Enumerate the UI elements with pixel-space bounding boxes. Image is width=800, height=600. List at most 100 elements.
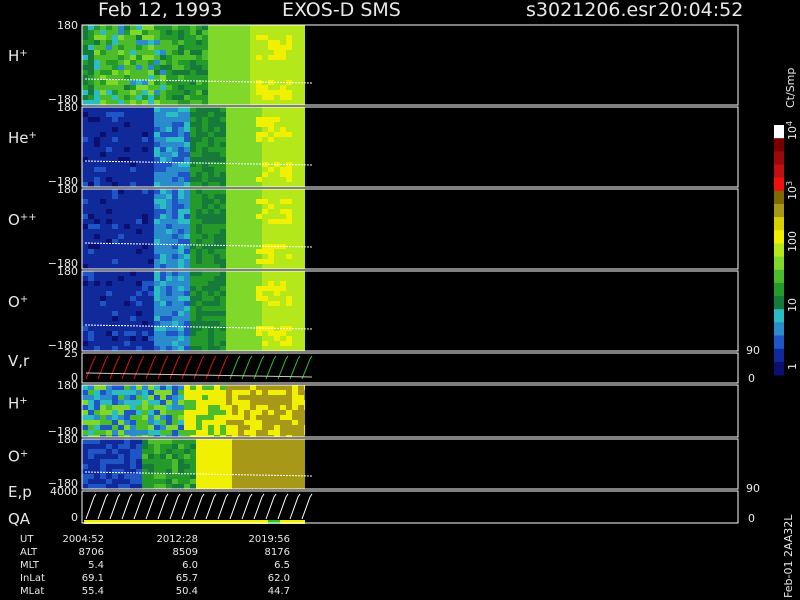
spectrogram-cell bbox=[226, 147, 232, 152]
spectrogram-cell bbox=[142, 45, 148, 50]
spectrogram-cell bbox=[262, 100, 268, 105]
spectrogram-cell bbox=[112, 444, 118, 449]
spectrogram-cell bbox=[298, 194, 304, 199]
spectrogram-cell bbox=[94, 425, 100, 430]
spectrogram-cell bbox=[166, 142, 172, 147]
spectrogram-cell bbox=[190, 469, 196, 474]
spectrogram-cell bbox=[202, 137, 208, 142]
spectrogram-cell bbox=[100, 331, 106, 336]
spectrogram-cell bbox=[142, 264, 148, 269]
spectrogram-cell bbox=[130, 80, 136, 85]
spectrogram-cell bbox=[280, 410, 286, 415]
spectrogram-cell bbox=[274, 112, 280, 117]
spectrogram-cell bbox=[262, 259, 268, 264]
spectrogram-cell bbox=[196, 296, 202, 301]
spectrogram-cell bbox=[94, 90, 100, 95]
spectrogram-cell bbox=[100, 50, 106, 55]
spectrogram-cell bbox=[136, 439, 142, 444]
spectrogram-cell bbox=[136, 454, 142, 459]
spectrogram-cell bbox=[220, 264, 226, 269]
spectrogram-cell bbox=[106, 400, 112, 405]
spectrogram-cell bbox=[94, 346, 100, 351]
spectrogram-cell bbox=[106, 321, 112, 326]
spectrogram-cell bbox=[148, 276, 154, 281]
spectrogram-cell bbox=[304, 430, 305, 435]
spectrogram-cell bbox=[82, 276, 88, 281]
spectrogram-cell bbox=[232, 336, 238, 341]
spectrogram-cell bbox=[214, 321, 220, 326]
spectrogram-cell bbox=[262, 331, 268, 336]
spectrogram-cell bbox=[280, 204, 286, 209]
spectrogram-cell bbox=[292, 271, 298, 276]
spectrogram-cell bbox=[100, 439, 106, 444]
spectrogram-cell bbox=[256, 219, 262, 224]
spectrogram-cell bbox=[160, 90, 166, 95]
spectrogram-cell bbox=[232, 395, 238, 400]
spectrogram-cell bbox=[244, 449, 250, 454]
spectrogram-cell bbox=[172, 341, 178, 346]
spectrogram-cell bbox=[178, 194, 184, 199]
spectrogram-cell bbox=[298, 172, 304, 177]
spectrogram-cell bbox=[274, 249, 280, 254]
spectrogram-cell bbox=[142, 122, 148, 127]
spectrogram-cell bbox=[286, 469, 292, 474]
spectrogram-cell bbox=[118, 316, 124, 321]
spectrogram-cell bbox=[256, 189, 262, 194]
spectrogram-cell bbox=[100, 35, 106, 40]
spectrogram-cell bbox=[232, 60, 238, 65]
spectrogram-cell bbox=[292, 390, 298, 395]
spectrogram-cell bbox=[178, 449, 184, 454]
spectrogram-cell bbox=[196, 254, 202, 259]
spectrogram-cell bbox=[94, 291, 100, 296]
spectrogram-cell bbox=[262, 70, 268, 75]
spectrogram-cell bbox=[280, 459, 286, 464]
spectrogram-cell bbox=[226, 306, 232, 311]
spectrogram-cell bbox=[106, 259, 112, 264]
spectrogram-cell bbox=[244, 286, 250, 291]
spectrogram-cell bbox=[256, 172, 262, 177]
spectrogram-cell bbox=[136, 336, 142, 341]
spectrogram-cell bbox=[202, 444, 208, 449]
spectrogram-cell bbox=[118, 276, 124, 281]
spectrogram-cell bbox=[100, 137, 106, 142]
spectrogram-cell bbox=[118, 204, 124, 209]
spectrogram-cell bbox=[172, 157, 178, 162]
spectrogram-cell bbox=[214, 244, 220, 249]
spectrogram-cell bbox=[226, 75, 232, 80]
spectrogram-cell bbox=[214, 40, 220, 45]
spectrogram-cell bbox=[112, 209, 118, 214]
spectrogram-cell bbox=[94, 75, 100, 80]
spectrogram-cell bbox=[214, 264, 220, 269]
spectrogram-cell bbox=[250, 132, 256, 137]
spectrogram-cell bbox=[280, 276, 286, 281]
spectrogram-cell bbox=[100, 474, 106, 479]
spectrogram-cell bbox=[286, 484, 292, 489]
spectrogram-cell bbox=[250, 142, 256, 147]
spectrogram-cell bbox=[94, 326, 100, 331]
spectrogram-cell bbox=[256, 167, 262, 172]
spectrogram-cell bbox=[142, 167, 148, 172]
spectrogram-cell bbox=[262, 95, 268, 100]
spectrogram-cell bbox=[124, 45, 130, 50]
spectrogram-cell bbox=[250, 306, 256, 311]
spectrogram-cell bbox=[88, 112, 94, 117]
spectrogram-cell bbox=[82, 194, 88, 199]
spectrogram-cell bbox=[202, 306, 208, 311]
spectrogram-cell bbox=[262, 137, 268, 142]
spectrogram-cell bbox=[190, 454, 196, 459]
spectrogram-cell bbox=[274, 234, 280, 239]
spectrogram-cell bbox=[244, 306, 250, 311]
spectrogram-cell bbox=[238, 172, 244, 177]
spectrogram-cell bbox=[208, 271, 214, 276]
spectrogram-cell bbox=[190, 162, 196, 167]
spectrogram-cell bbox=[304, 410, 305, 415]
spectrogram-cell bbox=[106, 50, 112, 55]
spectrogram-cell bbox=[178, 80, 184, 85]
spectrogram-cell bbox=[292, 346, 298, 351]
spectrogram-cell bbox=[280, 400, 286, 405]
spectrogram-cell bbox=[118, 177, 124, 182]
spectrogram-cell bbox=[148, 199, 154, 204]
spectrogram-cell bbox=[292, 316, 298, 321]
spectrogram-cell bbox=[82, 45, 88, 50]
spectrogram-cell bbox=[136, 30, 142, 35]
